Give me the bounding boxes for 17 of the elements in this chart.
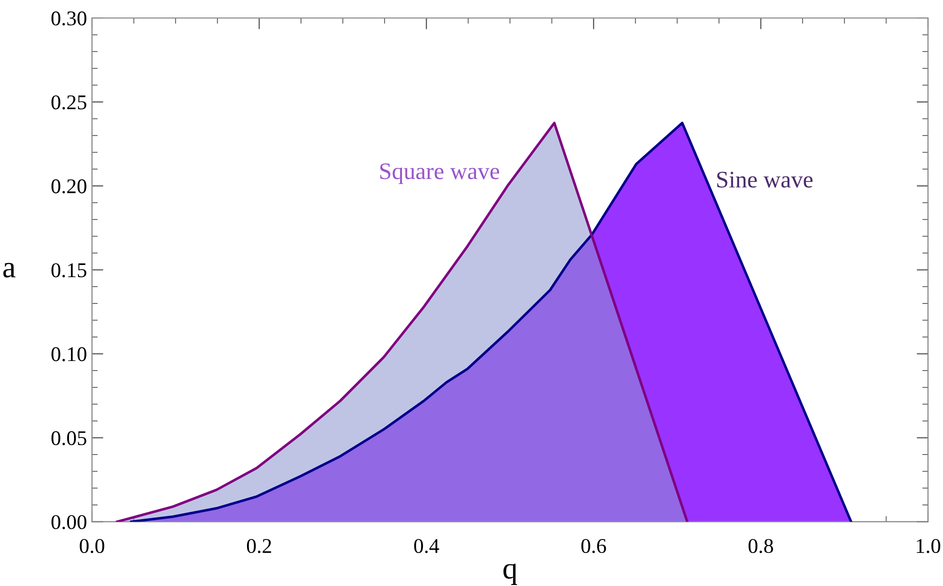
x-axis-title: q	[503, 564, 518, 585]
y-tick-label: 0.00	[51, 515, 86, 530]
series-label: Square wave	[380, 163, 500, 184]
series-label: Sine wave	[717, 172, 813, 188]
x-tick-label: 0.0	[80, 538, 104, 554]
y-tick-label: 0.30	[51, 11, 86, 26]
y-tick-label: 0.10	[51, 347, 86, 362]
y-tick-label: 0.15	[51, 263, 86, 278]
x-tick-label: 0.6	[581, 538, 606, 554]
y-tick-label: 0.20	[51, 179, 86, 194]
x-tick-label: 0.4	[414, 538, 440, 554]
x-tick-label: 1.0	[916, 538, 940, 554]
x-tick-label: 0.2	[246, 538, 272, 554]
y-tick-label: 0.25	[51, 95, 86, 110]
y-axis-title: a	[3, 262, 16, 278]
x-tick-label: 0.8	[748, 538, 774, 554]
y-tick-label: 0.05	[51, 431, 86, 446]
